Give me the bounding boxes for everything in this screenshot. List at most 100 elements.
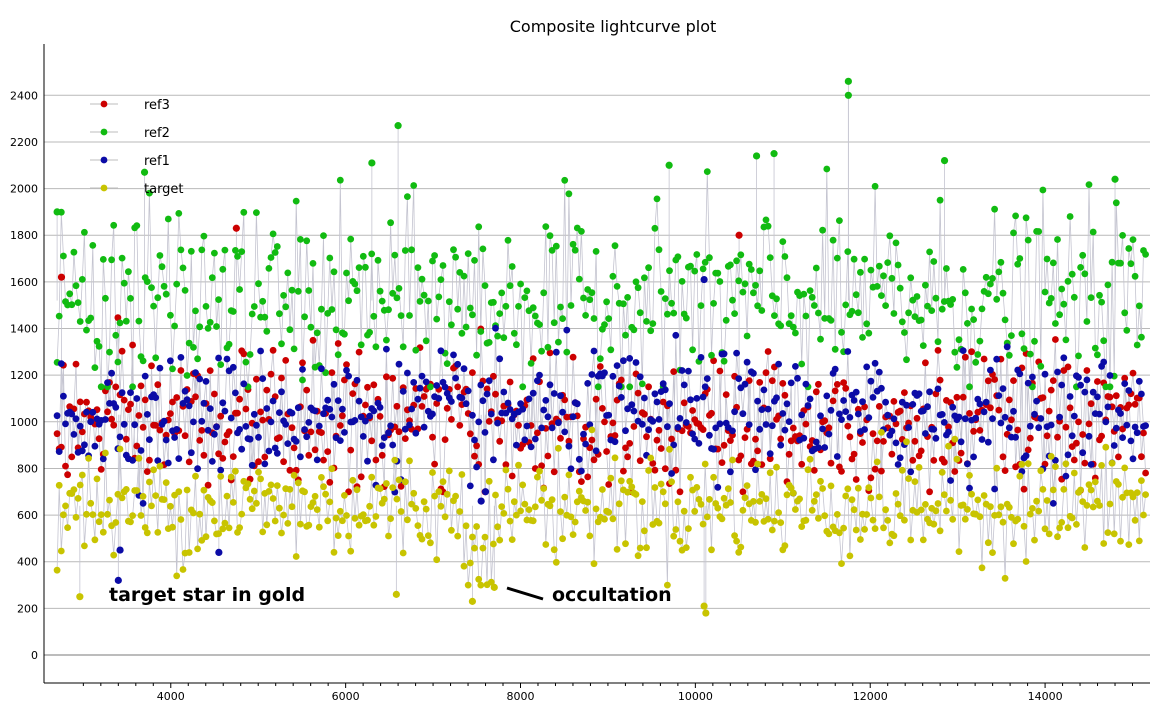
data-point bbox=[1020, 485, 1028, 493]
data-point bbox=[1018, 460, 1026, 468]
data-point bbox=[1096, 502, 1103, 509]
data-point bbox=[504, 399, 512, 407]
data-point bbox=[548, 496, 556, 504]
data-point bbox=[756, 379, 764, 386]
data-point bbox=[823, 392, 831, 400]
data-point bbox=[83, 326, 90, 334]
data-point bbox=[466, 559, 474, 567]
data-point bbox=[714, 504, 722, 512]
data-point bbox=[1087, 400, 1095, 408]
data-point bbox=[301, 426, 308, 433]
data-point bbox=[890, 398, 898, 405]
data-point bbox=[278, 340, 285, 348]
data-point bbox=[378, 297, 386, 305]
data-point bbox=[278, 374, 285, 382]
data-point bbox=[345, 297, 352, 305]
data-point bbox=[181, 387, 189, 395]
data-point bbox=[710, 445, 717, 453]
data-point bbox=[263, 386, 271, 394]
data-point bbox=[947, 496, 954, 504]
data-point bbox=[599, 405, 606, 412]
data-point bbox=[559, 535, 566, 543]
data-point bbox=[515, 303, 522, 310]
data-point bbox=[1079, 431, 1087, 438]
legend-marker-ref1 bbox=[100, 156, 108, 164]
data-point bbox=[355, 397, 363, 405]
data-point bbox=[922, 501, 929, 508]
data-point bbox=[357, 413, 365, 421]
data-point bbox=[236, 395, 244, 403]
data-point bbox=[349, 476, 357, 484]
data-point bbox=[917, 506, 925, 514]
data-point bbox=[114, 358, 122, 366]
data-point bbox=[651, 224, 659, 232]
data-point bbox=[622, 331, 629, 339]
data-point bbox=[469, 369, 476, 376]
outlier-point bbox=[477, 497, 485, 505]
data-point bbox=[808, 506, 816, 514]
data-point bbox=[452, 253, 459, 261]
data-point bbox=[817, 477, 824, 485]
data-point bbox=[124, 268, 132, 276]
data-point bbox=[701, 258, 709, 266]
data-point bbox=[127, 400, 134, 408]
data-point bbox=[273, 482, 281, 489]
data-point bbox=[601, 515, 608, 523]
x-tick-label: 12000 bbox=[853, 690, 888, 703]
data-point bbox=[276, 310, 283, 318]
data-point bbox=[743, 358, 751, 366]
data-point bbox=[760, 386, 768, 394]
data-point bbox=[261, 460, 269, 468]
data-point bbox=[590, 347, 598, 355]
data-point bbox=[1026, 434, 1034, 442]
data-point bbox=[536, 467, 543, 475]
data-point bbox=[980, 492, 988, 499]
data-point bbox=[1133, 429, 1141, 437]
data-point bbox=[284, 520, 292, 527]
data-point bbox=[257, 408, 264, 416]
data-point bbox=[334, 532, 342, 539]
data-point bbox=[779, 380, 787, 387]
data-point bbox=[792, 363, 799, 370]
data-point bbox=[466, 304, 474, 312]
data-point bbox=[1062, 460, 1070, 468]
data-point bbox=[678, 367, 686, 374]
data-point bbox=[334, 340, 342, 347]
data-point bbox=[204, 324, 212, 332]
data-point bbox=[884, 259, 892, 266]
data-point bbox=[664, 310, 671, 318]
data-point bbox=[575, 487, 583, 495]
data-point bbox=[229, 308, 237, 315]
data-point bbox=[72, 513, 80, 521]
data-point bbox=[645, 426, 652, 434]
data-point bbox=[55, 448, 63, 455]
data-point bbox=[353, 287, 361, 295]
data-point bbox=[131, 421, 139, 429]
data-point bbox=[322, 490, 329, 498]
data-point bbox=[1005, 503, 1013, 511]
data-point bbox=[846, 414, 854, 421]
data-point bbox=[762, 495, 770, 503]
data-point bbox=[401, 435, 409, 442]
data-point bbox=[368, 250, 376, 258]
data-point bbox=[584, 380, 592, 387]
data-point bbox=[343, 361, 350, 368]
data-point bbox=[896, 512, 904, 520]
data-point bbox=[458, 329, 466, 337]
y-tick-label: 2000 bbox=[10, 183, 38, 196]
data-point bbox=[750, 289, 757, 297]
data-point bbox=[617, 477, 625, 485]
data-point bbox=[372, 456, 380, 464]
data-point bbox=[624, 294, 631, 301]
data-point bbox=[431, 252, 438, 259]
data-point bbox=[57, 547, 65, 555]
data-point bbox=[886, 232, 894, 240]
data-point bbox=[873, 458, 881, 466]
data-point bbox=[911, 437, 919, 445]
data-point bbox=[865, 414, 873, 421]
data-point bbox=[355, 521, 363, 529]
data-point bbox=[378, 451, 386, 459]
data-point bbox=[626, 383, 634, 391]
data-point bbox=[953, 363, 961, 371]
data-point bbox=[307, 323, 315, 331]
